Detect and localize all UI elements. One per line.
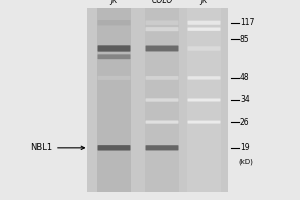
FancyBboxPatch shape (146, 145, 178, 150)
Text: JK: JK (200, 0, 208, 5)
Bar (97, 8, 131, 192)
FancyBboxPatch shape (98, 45, 130, 52)
FancyBboxPatch shape (98, 54, 130, 59)
Text: 117: 117 (240, 18, 254, 27)
Text: (kD): (kD) (238, 159, 253, 165)
FancyBboxPatch shape (98, 27, 130, 31)
FancyBboxPatch shape (146, 46, 178, 51)
Bar (145, 8, 179, 192)
FancyBboxPatch shape (188, 121, 220, 124)
FancyBboxPatch shape (188, 76, 220, 80)
FancyBboxPatch shape (146, 20, 178, 25)
Bar (187, 8, 221, 192)
FancyBboxPatch shape (188, 21, 220, 25)
Bar (87, 8, 228, 192)
Text: 19: 19 (240, 143, 250, 152)
FancyBboxPatch shape (146, 120, 178, 124)
Text: 85: 85 (240, 35, 250, 44)
FancyBboxPatch shape (146, 27, 178, 31)
FancyBboxPatch shape (188, 46, 220, 51)
FancyBboxPatch shape (188, 98, 220, 102)
FancyBboxPatch shape (98, 145, 130, 151)
Text: 48: 48 (240, 73, 250, 82)
Text: 26: 26 (240, 118, 250, 127)
Text: JK: JK (110, 0, 118, 5)
Text: NBL1: NBL1 (30, 143, 85, 152)
FancyBboxPatch shape (188, 27, 220, 31)
Text: 34: 34 (240, 96, 250, 104)
FancyBboxPatch shape (146, 98, 178, 102)
FancyBboxPatch shape (146, 76, 178, 80)
FancyBboxPatch shape (98, 20, 130, 25)
FancyBboxPatch shape (98, 76, 130, 80)
Text: COLO: COLO (151, 0, 173, 5)
FancyBboxPatch shape (98, 34, 130, 39)
